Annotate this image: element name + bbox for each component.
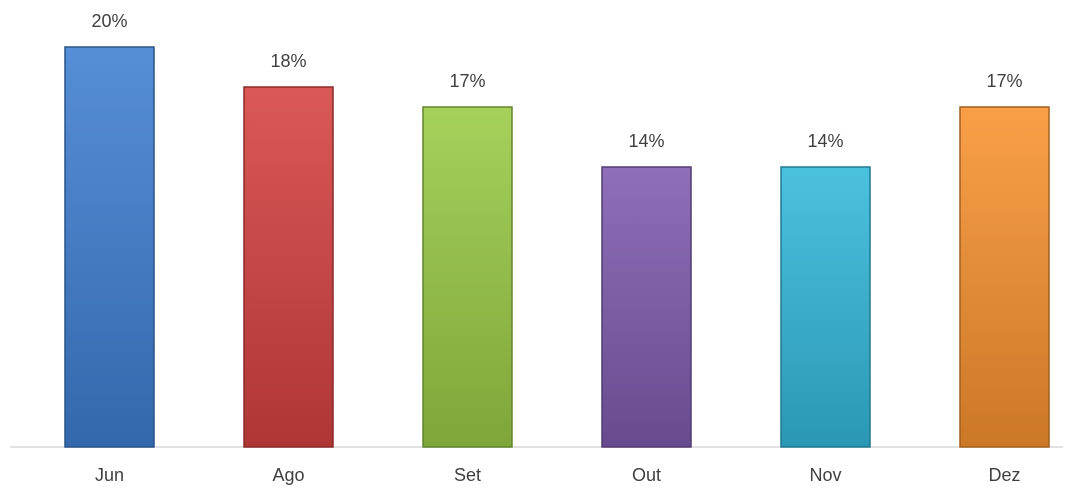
bar-out (601, 166, 692, 448)
category-label-dez: Dez (988, 465, 1020, 485)
value-label-nov: 14% (807, 131, 843, 151)
category-label-nov: Nov (809, 465, 841, 485)
bar-nov (780, 166, 871, 448)
value-label-dez: 17% (986, 71, 1022, 91)
category-label-jun: Jun (95, 465, 124, 485)
bars-group (64, 46, 1050, 448)
data-labels-group: 20% 18% 17% 14% 14% 17% (91, 11, 1022, 151)
bar-ago (243, 86, 334, 448)
category-labels-group: Jun Ago Set Out Nov Dez (95, 465, 1021, 485)
bar-set (422, 106, 513, 448)
value-label-ago: 18% (270, 51, 306, 71)
value-label-set: 17% (449, 71, 485, 91)
category-label-set: Set (454, 465, 481, 485)
category-label-ago: Ago (272, 465, 304, 485)
value-label-out: 14% (628, 131, 664, 151)
bar-jun (64, 46, 155, 448)
value-label-jun: 20% (91, 11, 127, 31)
bar-dez (959, 106, 1050, 448)
category-label-out: Out (632, 465, 661, 485)
